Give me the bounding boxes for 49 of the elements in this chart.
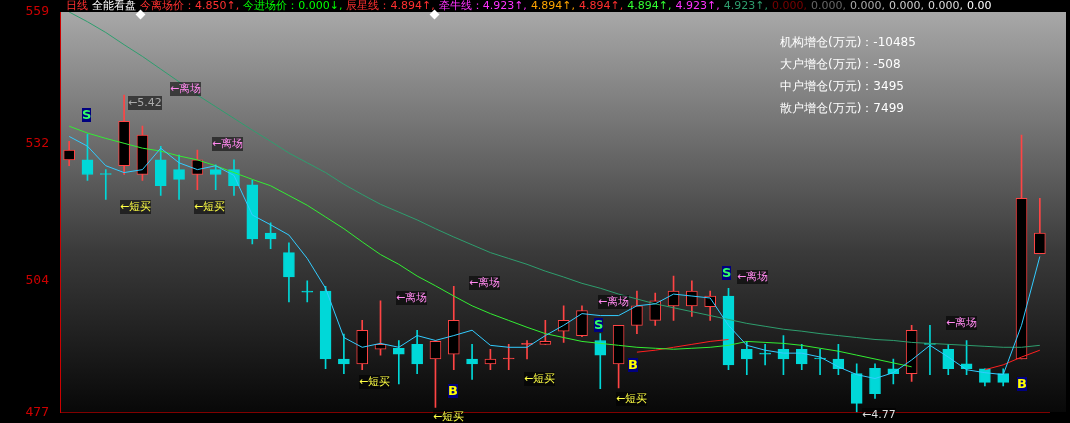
annotation: S bbox=[722, 265, 732, 280]
annotation: ←离场 bbox=[170, 82, 202, 96]
annotation: ←短买 bbox=[120, 200, 152, 214]
annotation: 4.923↑, bbox=[675, 0, 720, 12]
annotation: S bbox=[82, 107, 92, 122]
annotation: 0.000, bbox=[771, 0, 807, 12]
annotation: ←离场 bbox=[396, 291, 428, 305]
chart-title: 日线 bbox=[66, 0, 88, 12]
annotation: 辰星线：4.894↑, bbox=[346, 0, 435, 12]
annotation: ←短买 bbox=[359, 375, 391, 389]
annotation: ←离场 bbox=[598, 295, 630, 309]
candlestick bbox=[502, 344, 515, 371]
annotation: ←短买 bbox=[524, 372, 556, 386]
annotation: ←离场 bbox=[946, 316, 978, 330]
chart-subtitle: 全能看盘 bbox=[92, 0, 136, 12]
y-tick-label: 477 bbox=[25, 403, 49, 419]
annotation: 0.000, bbox=[810, 0, 846, 12]
annotation: 散户增仓(万元)：7499 bbox=[780, 100, 904, 117]
annotation: 中户增仓(万元)：3495 bbox=[780, 78, 904, 95]
annotation: S bbox=[594, 317, 604, 332]
y-tick-label: 559 bbox=[25, 3, 49, 19]
annotation: ←离场 bbox=[737, 270, 769, 284]
candlestick bbox=[759, 344, 771, 366]
candlestick bbox=[301, 280, 314, 303]
annotation: 今进场价：0.000↓, bbox=[243, 0, 343, 12]
annotation: ←4.77 bbox=[862, 408, 896, 422]
annotation: B bbox=[448, 383, 458, 398]
annotation: B bbox=[628, 357, 638, 372]
annotation: 机构增仓(万元)：-10485 bbox=[780, 34, 916, 51]
annotation: ←离场 bbox=[212, 137, 244, 151]
annotation: 4.894↑, bbox=[579, 0, 624, 12]
annotation: 4.894↑, bbox=[627, 0, 672, 12]
annotation: 4.894↑, bbox=[530, 0, 576, 12]
annotation: ←短买 bbox=[194, 200, 226, 214]
annotation: 4.923↑, bbox=[723, 0, 768, 12]
annotation: 0.000, bbox=[849, 0, 885, 12]
annotation: B bbox=[1017, 376, 1027, 391]
y-tick-label: 504 bbox=[25, 271, 50, 287]
annotation: 大户增仓(万元)：-508 bbox=[780, 56, 901, 73]
annotation: 0.000, bbox=[927, 0, 963, 12]
annotation: 今离场价：4.850↑, bbox=[140, 0, 240, 12]
annotation: 0.000, bbox=[888, 0, 924, 12]
annotation: ←短买 bbox=[433, 410, 465, 423]
annotation: 0.00 bbox=[966, 0, 992, 12]
annotation: ←5.42 bbox=[128, 96, 162, 110]
annotation: ←离场 bbox=[469, 276, 501, 290]
annotation: ←短买 bbox=[616, 392, 648, 406]
y-tick-label: 532 bbox=[25, 135, 49, 151]
annotation: 牵牛线：4.923↑, bbox=[438, 0, 527, 12]
